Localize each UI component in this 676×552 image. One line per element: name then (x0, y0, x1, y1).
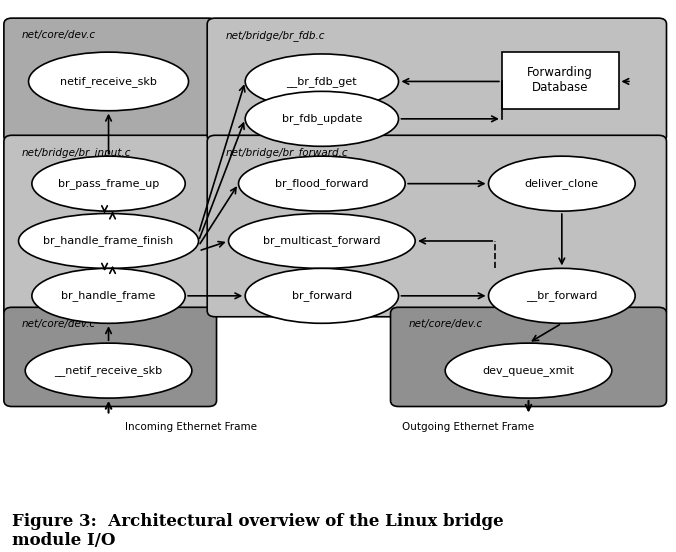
Text: Incoming Ethernet Frame: Incoming Ethernet Frame (125, 422, 257, 432)
Ellipse shape (489, 156, 635, 211)
Ellipse shape (32, 268, 185, 323)
Ellipse shape (28, 52, 189, 111)
Text: __br_fdb_get: __br_fdb_get (287, 76, 357, 87)
Text: br_pass_frame_up: br_pass_frame_up (58, 178, 159, 189)
FancyBboxPatch shape (4, 135, 216, 317)
Ellipse shape (239, 156, 405, 211)
FancyBboxPatch shape (208, 18, 667, 142)
Text: br_handle_frame_finish: br_handle_frame_finish (43, 236, 174, 246)
Text: net/core/dev.c: net/core/dev.c (22, 30, 96, 40)
Ellipse shape (489, 268, 635, 323)
Text: br_fdb_update: br_fdb_update (282, 113, 362, 124)
Ellipse shape (32, 156, 185, 211)
Text: netif_receive_skb: netif_receive_skb (60, 76, 157, 87)
Text: net/core/dev.c: net/core/dev.c (22, 319, 96, 329)
Text: br_flood_forward: br_flood_forward (275, 178, 368, 189)
Bar (502, 51, 619, 109)
FancyBboxPatch shape (208, 135, 667, 317)
Ellipse shape (245, 54, 399, 109)
Ellipse shape (445, 343, 612, 398)
Text: Figure 3:  Architectural overview of the Linux bridge
module I/O: Figure 3: Architectural overview of the … (12, 513, 504, 549)
FancyBboxPatch shape (4, 307, 216, 406)
Text: net/core/dev.c: net/core/dev.c (408, 319, 483, 329)
Ellipse shape (245, 92, 399, 146)
Text: net/bridge/br_input.c: net/bridge/br_input.c (22, 147, 131, 158)
Ellipse shape (245, 268, 399, 323)
Ellipse shape (25, 343, 192, 398)
Ellipse shape (228, 214, 415, 268)
FancyBboxPatch shape (4, 18, 216, 142)
Text: br_forward: br_forward (292, 290, 352, 301)
Text: net/bridge/br_fdb.c: net/bridge/br_fdb.c (225, 30, 324, 41)
Text: br_multicast_forward: br_multicast_forward (263, 236, 381, 246)
Text: Outgoing Ethernet Frame: Outgoing Ethernet Frame (402, 422, 534, 432)
Text: deliver_clone: deliver_clone (525, 178, 599, 189)
Text: net/bridge/br_forward.c: net/bridge/br_forward.c (225, 147, 348, 158)
Text: Forwarding
Database: Forwarding Database (527, 66, 593, 94)
FancyBboxPatch shape (391, 307, 667, 406)
Text: dev_queue_xmit: dev_queue_xmit (483, 365, 575, 376)
Text: __netif_receive_skb: __netif_receive_skb (55, 365, 163, 376)
Ellipse shape (18, 214, 199, 268)
Text: br_handle_frame: br_handle_frame (62, 290, 155, 301)
Text: __br_forward: __br_forward (526, 290, 598, 301)
